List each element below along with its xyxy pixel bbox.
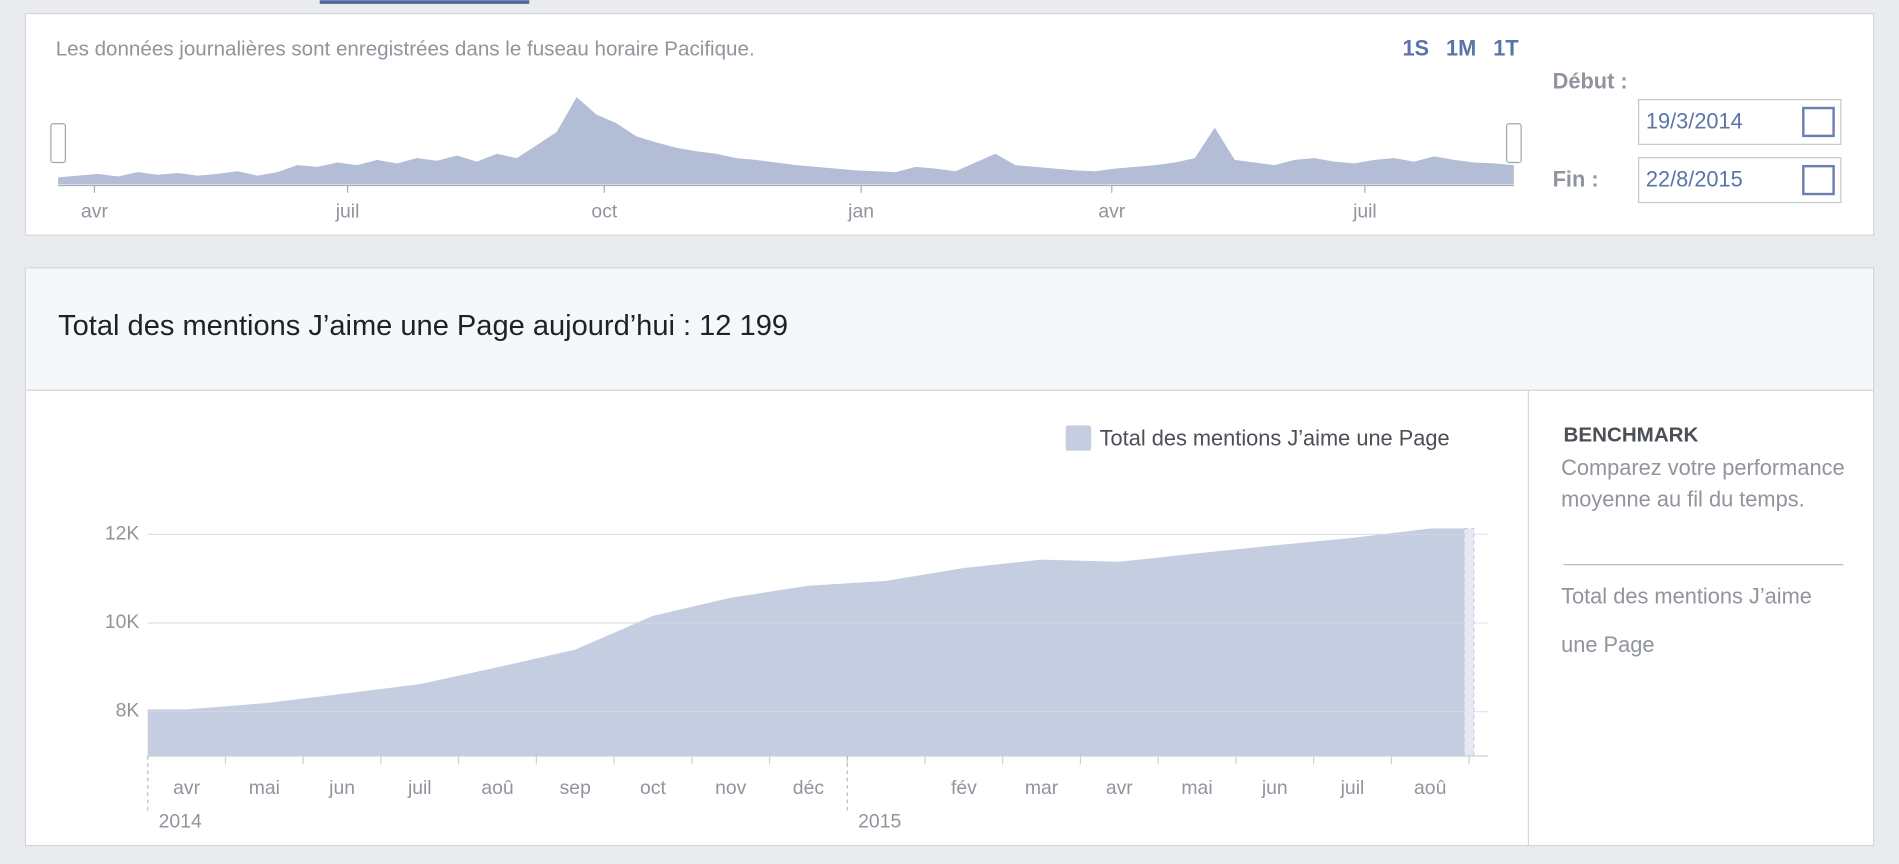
- y-tick-label: 8K: [116, 700, 140, 722]
- x-tick-label: aoû: [481, 777, 513, 799]
- x-tick-label: fév: [951, 777, 977, 799]
- partial-period: [1463, 527, 1475, 757]
- x-tick-label: avr: [1106, 777, 1133, 799]
- benchmark-metric[interactable]: Total des mentions J’aime une Page: [1561, 583, 1812, 657]
- legend-label: Total des mentions J’aime une Page: [1100, 426, 1450, 451]
- benchmark-box: Comparez votre performance moyenne au fi…: [1561, 455, 1845, 512]
- calendar-icon[interactable]: [1802, 164, 1835, 196]
- overview-chart: avr juil oct jan avr juil: [58, 97, 1514, 222]
- overview-area: [58, 97, 1514, 185]
- year-label: 2014: [159, 811, 202, 833]
- range-handle-left[interactable]: [50, 123, 67, 164]
- main-chart: 8K 10K 12K avr mai jun juil aoû sep oct nov déc fév m…: [105, 425, 1489, 833]
- calendar-icon[interactable]: [1802, 106, 1835, 138]
- end-date[interactable]: 22/8/2015: [1646, 166, 1743, 191]
- y-tick-label: 10K: [105, 611, 140, 633]
- x-tick-label: jun: [328, 777, 355, 799]
- end-label: Fin :: [1553, 166, 1599, 191]
- benchmark-metric-box: Total des mentions J’aime une Page: [1561, 583, 1812, 657]
- likes-area: [147, 528, 1470, 756]
- overview-month: juil: [335, 200, 360, 222]
- x-tick-label: mar: [1025, 777, 1059, 799]
- active-tab: [319, 0, 530, 4]
- range-handle-right[interactable]: [1505, 123, 1522, 164]
- x-tick-label: nov: [715, 777, 747, 799]
- overview-month: juil: [1352, 200, 1377, 222]
- x-tick-label: mai: [1181, 777, 1212, 799]
- start-date[interactable]: 19/3/2014: [1646, 108, 1743, 133]
- overview-month: oct: [591, 200, 617, 222]
- start-label: Début :: [1553, 68, 1628, 93]
- x-tick-label: avr: [173, 777, 200, 799]
- x-tick-label: déc: [793, 777, 825, 799]
- overview-month: avr: [1098, 200, 1125, 222]
- legend-swatch: [1065, 425, 1092, 451]
- x-tick-label: jun: [1261, 777, 1288, 799]
- year-label: 2015: [858, 811, 901, 833]
- x-tick-label: juil: [407, 777, 432, 799]
- chart-title: Total des mentions J’aime une Page aujou…: [58, 310, 788, 342]
- timezone-note: Les données journalières sont enregistré…: [56, 37, 755, 60]
- range-1m[interactable]: 1M: [1446, 36, 1476, 61]
- overview-month: jan: [847, 200, 874, 222]
- panel-header: [26, 269, 1873, 391]
- x-tick-label: oct: [640, 777, 666, 799]
- overview-month: avr: [81, 200, 108, 222]
- x-tick-label: mai: [249, 777, 280, 799]
- range-1t[interactable]: 1T: [1493, 36, 1519, 61]
- timeline-panel: [24, 12, 1875, 236]
- y-tick-label: 12K: [105, 522, 140, 544]
- range-1s[interactable]: 1S: [1402, 36, 1429, 61]
- x-tick-label: sep: [560, 777, 591, 799]
- benchmark-text: Comparez votre performance moyenne au fi…: [1561, 455, 1845, 512]
- benchmark-title: BENCHMARK: [1564, 424, 1699, 447]
- x-tick-label: juil: [1340, 777, 1365, 799]
- x-tick-label: aoû: [1414, 777, 1446, 799]
